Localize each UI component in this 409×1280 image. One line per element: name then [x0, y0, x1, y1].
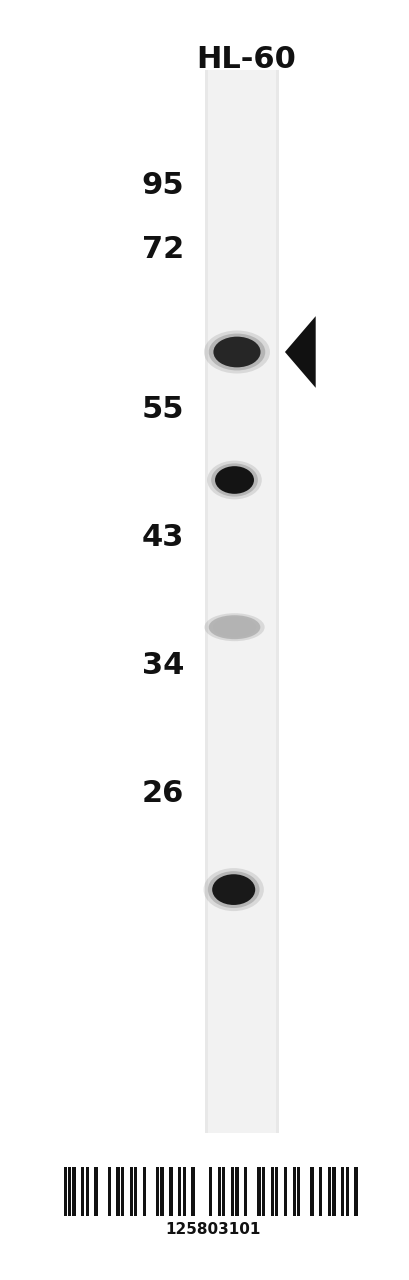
Ellipse shape	[208, 334, 265, 370]
Bar	[208, 70, 275, 1133]
Ellipse shape	[208, 616, 260, 639]
Ellipse shape	[203, 868, 263, 911]
Ellipse shape	[204, 613, 264, 641]
Bar	[332, 1167, 335, 1216]
Text: 125803101: 125803101	[165, 1222, 260, 1238]
Ellipse shape	[212, 874, 254, 905]
Ellipse shape	[203, 330, 269, 374]
Bar	[129, 1167, 133, 1216]
Bar	[72, 1167, 76, 1216]
Bar	[235, 1167, 238, 1216]
Bar	[169, 1167, 172, 1216]
Bar	[178, 1167, 181, 1216]
Polygon shape	[284, 316, 315, 388]
Bar	[345, 1167, 348, 1216]
Bar	[209, 1167, 212, 1216]
Bar	[257, 1167, 260, 1216]
Bar	[261, 1167, 265, 1216]
Ellipse shape	[213, 337, 260, 367]
Bar	[191, 1167, 194, 1216]
Ellipse shape	[211, 463, 257, 497]
Bar	[310, 1167, 313, 1216]
Bar	[292, 1167, 295, 1216]
Bar	[270, 1167, 273, 1216]
Text: 55: 55	[142, 396, 184, 424]
Bar	[116, 1167, 119, 1216]
Bar	[68, 1167, 71, 1216]
Text: 34: 34	[142, 652, 184, 680]
Bar	[353, 1167, 357, 1216]
Text: 26: 26	[142, 780, 184, 808]
Bar	[156, 1167, 159, 1216]
Bar	[327, 1167, 330, 1216]
Bar	[274, 1167, 278, 1216]
Ellipse shape	[214, 466, 253, 494]
Text: 43: 43	[142, 524, 184, 552]
Bar	[142, 1167, 146, 1216]
Ellipse shape	[207, 461, 261, 499]
Bar	[63, 1167, 67, 1216]
Text: 72: 72	[142, 236, 184, 264]
Bar	[230, 1167, 234, 1216]
Bar	[340, 1167, 344, 1216]
Bar	[283, 1167, 286, 1216]
Bar	[107, 1167, 111, 1216]
Bar	[160, 1167, 163, 1216]
Bar	[121, 1167, 124, 1216]
Bar	[204, 70, 278, 1133]
Bar	[318, 1167, 321, 1216]
Ellipse shape	[207, 872, 259, 908]
Bar	[85, 1167, 89, 1216]
Bar	[81, 1167, 84, 1216]
Bar	[182, 1167, 185, 1216]
Text: 95: 95	[142, 172, 184, 200]
Bar	[297, 1167, 300, 1216]
Text: HL-60: HL-60	[196, 45, 295, 74]
Bar	[94, 1167, 97, 1216]
Ellipse shape	[212, 617, 255, 637]
Bar	[244, 1167, 247, 1216]
Bar	[222, 1167, 225, 1216]
Bar	[217, 1167, 220, 1216]
Bar	[134, 1167, 137, 1216]
